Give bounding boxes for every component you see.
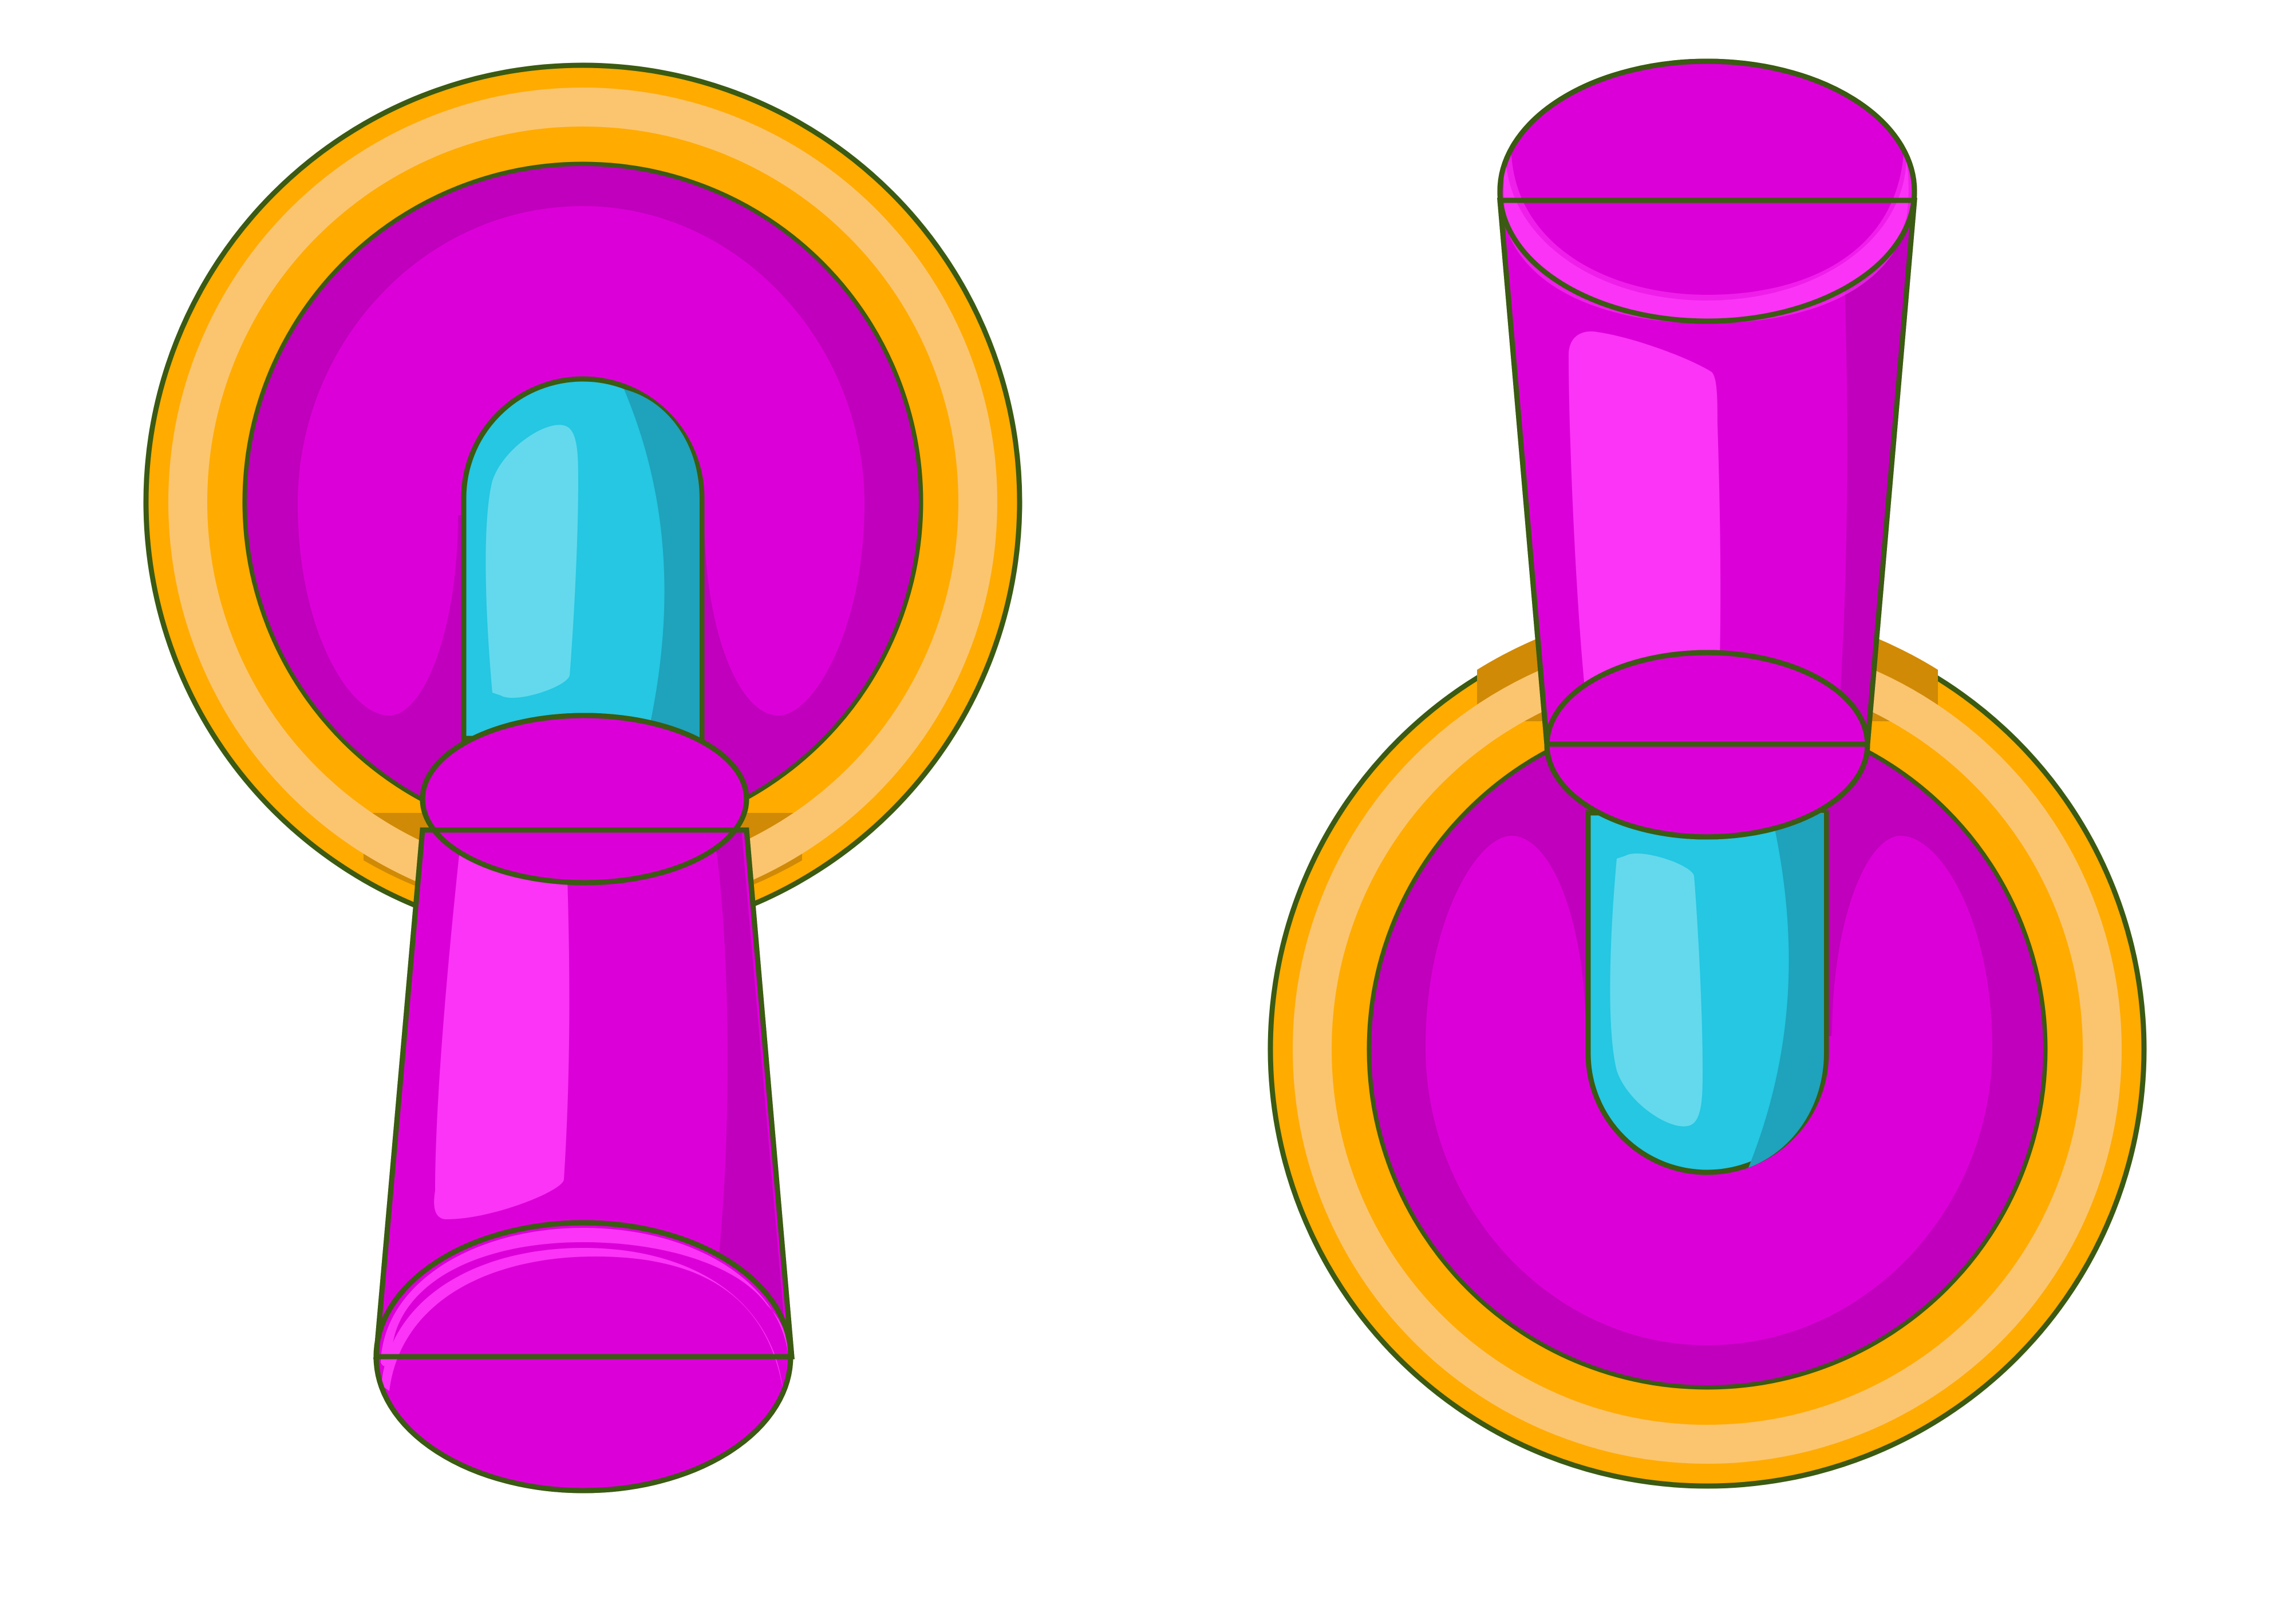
toggle-switch-right[interactable] bbox=[1268, 58, 2147, 1489]
toggle-switch-left[interactable] bbox=[143, 62, 1022, 1493]
switch-stem-right bbox=[1585, 810, 1829, 1175]
switch-lever-left[interactable] bbox=[373, 713, 795, 1493]
switch-lever-right[interactable] bbox=[1497, 58, 1917, 840]
switch-stem-left bbox=[461, 376, 705, 741]
